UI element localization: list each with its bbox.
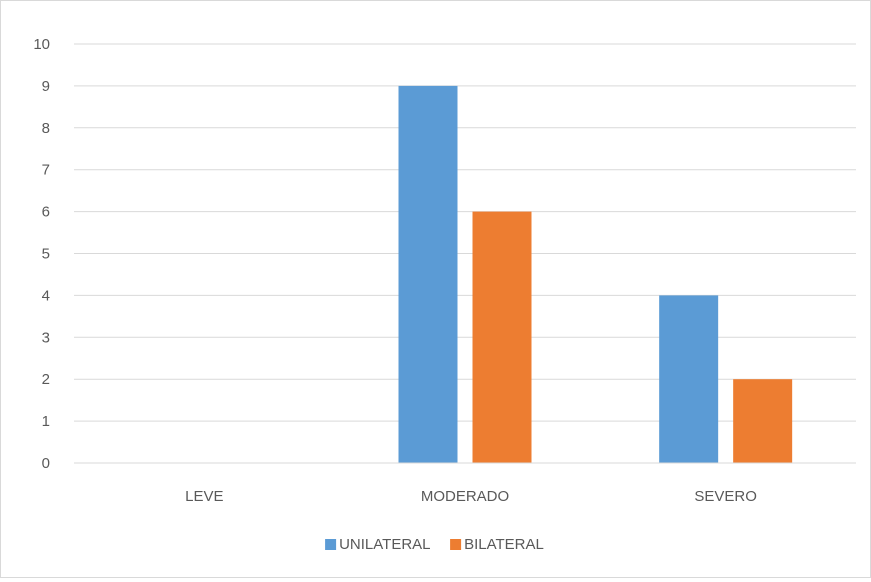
bar-bilateral-moderado: [472, 211, 532, 463]
x-category-label: MODERADO: [421, 488, 509, 505]
bar-bilateral-severo: [733, 379, 793, 463]
y-tick-label: 9: [42, 78, 50, 95]
y-tick-label: 6: [42, 204, 50, 221]
bars: [398, 85, 793, 464]
y-tick-label: 3: [42, 329, 50, 346]
legend-swatch-unilateral: [325, 539, 337, 550]
bar-unilateral-severo: [659, 295, 719, 463]
y-tick-label: 2: [42, 371, 50, 388]
x-category-label: LEVE: [185, 488, 223, 505]
y-tick-label: 1: [42, 413, 50, 430]
y-tick-label: 8: [42, 120, 50, 137]
legend: UNILATERAL BILATERAL: [325, 536, 544, 553]
bar-unilateral-moderado: [398, 85, 458, 464]
y-tick-label: 0: [42, 455, 50, 472]
legend-swatch-bilateral: [450, 539, 462, 550]
y-tick-label: 5: [42, 246, 50, 263]
y-tick-label: 10: [33, 36, 50, 53]
legend-label-unilateral: UNILATERAL: [339, 536, 430, 553]
gridlines: [74, 43, 856, 422]
x-axis-categories: LEVE MODERADO SEVERO: [185, 488, 757, 505]
legend-label-bilateral: BILATERAL: [464, 536, 544, 553]
y-tick-label: 4: [42, 287, 50, 304]
y-axis-ticks: 0 1 2 3 4 5 6 7 8 9 10: [33, 36, 50, 472]
x-category-label: SEVERO: [694, 488, 757, 505]
y-tick-label: 7: [42, 162, 50, 179]
